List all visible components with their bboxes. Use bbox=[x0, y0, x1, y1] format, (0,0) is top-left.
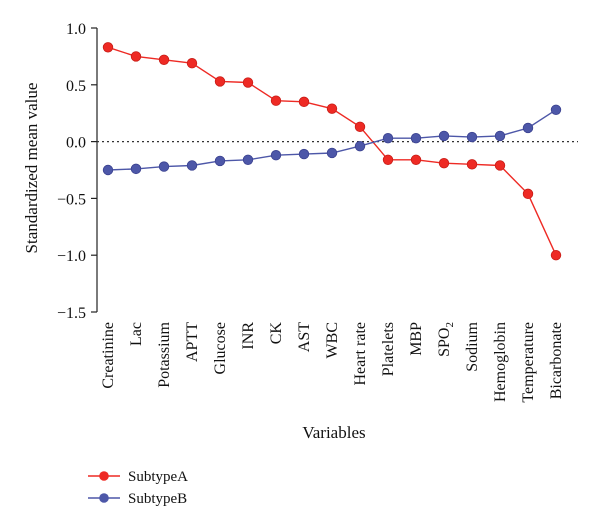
data-point bbox=[270, 95, 282, 106]
data-point bbox=[326, 147, 338, 159]
x-tick-labels: Creatinine Lac Potassium APTT Glucose INR CK AS… bbox=[100, 321, 565, 402]
x-tick-label: Platelets bbox=[380, 322, 397, 376]
data-point bbox=[102, 164, 114, 176]
x-tick-label: Hemoglobin bbox=[492, 322, 509, 402]
data-point bbox=[550, 249, 562, 261]
data-point bbox=[298, 148, 310, 160]
data-point bbox=[298, 96, 310, 108]
x-tick-label: Sodium bbox=[464, 321, 481, 371]
y-tick-label: 0.5 bbox=[66, 78, 86, 95]
legend: SubtypeA SubtypeB bbox=[88, 469, 188, 507]
data-point bbox=[382, 132, 394, 144]
y-tick-label: −0.5 bbox=[57, 191, 86, 208]
data-point bbox=[354, 121, 366, 133]
legend-label: SubtypeB bbox=[128, 491, 187, 507]
data-point bbox=[214, 76, 226, 87]
data-point bbox=[186, 58, 198, 69]
x-tick-label: Lac bbox=[128, 322, 145, 346]
series-subtypea bbox=[102, 42, 562, 261]
series-subtypeb bbox=[102, 104, 562, 176]
x-tick-label: Heart rate bbox=[352, 322, 369, 386]
x-tick-label: Creatinine bbox=[100, 322, 117, 389]
x-tick-label: WBC bbox=[324, 322, 341, 358]
x-tick-label: SPO2 bbox=[436, 322, 456, 357]
legend-swatch-marker bbox=[99, 493, 109, 503]
axes: 1.0 0.5 0.0 −0.5 −1.0 −1.5 bbox=[57, 21, 578, 322]
y-axis-title: Standardized mean value bbox=[22, 83, 41, 254]
legend-label: SubtypeA bbox=[128, 469, 188, 485]
y-tick-label: −1.5 bbox=[57, 305, 86, 322]
legend-item-subtypea: SubtypeA bbox=[88, 469, 188, 485]
data-point bbox=[130, 163, 142, 175]
data-point bbox=[382, 154, 394, 165]
data-point bbox=[410, 132, 422, 144]
y-tick-label: 1.0 bbox=[66, 21, 86, 38]
x-tick-label: Glucose bbox=[212, 322, 229, 374]
y-tick-label: 0.0 bbox=[66, 135, 86, 152]
x-axis-title: Variables bbox=[302, 423, 365, 442]
data-point bbox=[102, 42, 114, 53]
x-tick-label: MBP bbox=[408, 322, 425, 356]
data-point bbox=[550, 104, 562, 115]
data-point bbox=[186, 160, 198, 171]
data-point bbox=[242, 77, 254, 88]
legend-swatch-marker bbox=[99, 471, 109, 481]
x-tick-label: Bicarbonate bbox=[548, 322, 565, 399]
data-point bbox=[158, 54, 170, 66]
x-tick-label: APTT bbox=[184, 322, 201, 362]
data-point bbox=[494, 160, 506, 171]
series-line bbox=[107, 109, 557, 171]
data-point bbox=[494, 130, 506, 142]
legend-item-subtypeb: SubtypeB bbox=[88, 491, 187, 507]
series-layer bbox=[102, 42, 562, 261]
data-point bbox=[438, 130, 450, 142]
data-point bbox=[326, 103, 338, 114]
data-point bbox=[522, 188, 534, 200]
data-point bbox=[158, 161, 170, 172]
data-point bbox=[214, 155, 226, 167]
x-tick-label: INR bbox=[240, 322, 257, 350]
x-tick-label: Temperature bbox=[520, 322, 537, 403]
data-point bbox=[354, 140, 366, 152]
y-tick-label: −1.0 bbox=[57, 248, 86, 265]
data-point bbox=[522, 122, 534, 134]
x-tick-label: Potassium bbox=[156, 321, 173, 387]
data-point bbox=[466, 159, 478, 170]
data-point bbox=[130, 51, 142, 62]
x-tick-label: CK bbox=[268, 322, 285, 345]
x-tick-label: AST bbox=[296, 322, 313, 352]
data-point bbox=[410, 154, 422, 165]
data-point bbox=[438, 157, 450, 169]
data-point bbox=[242, 154, 254, 165]
data-point bbox=[466, 131, 478, 143]
data-point bbox=[270, 150, 282, 161]
